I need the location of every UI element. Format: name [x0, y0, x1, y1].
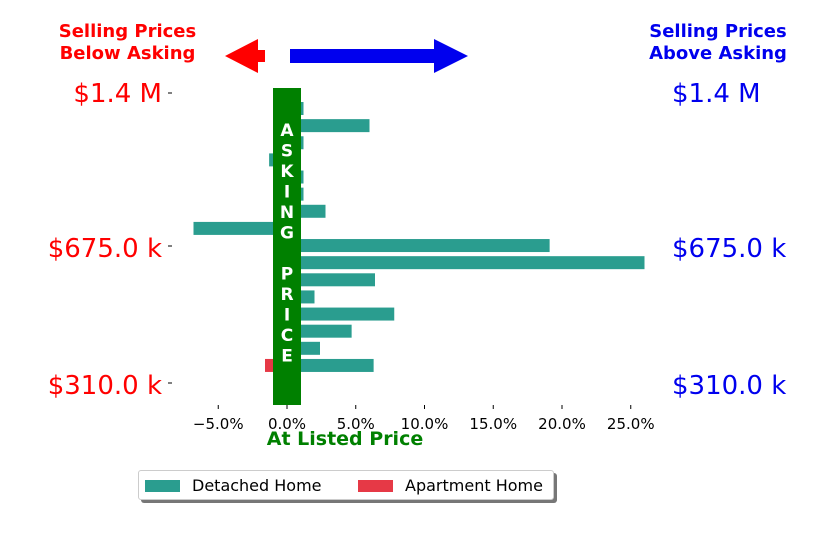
bar-detached-8	[193, 221, 287, 235]
x-tick-label-4: 10.0%	[401, 415, 449, 433]
band-letter-10: I	[284, 306, 290, 326]
band-letter-4: I	[284, 183, 290, 203]
bar-detached-14	[287, 324, 352, 338]
bar-detached-11	[287, 273, 375, 287]
x-tick-label-2: 0.0%	[268, 415, 306, 433]
below-asking-heading: Selling Prices Below Asking	[40, 21, 215, 65]
y-axis-ticks	[168, 92, 172, 384]
bar-detached-13	[287, 307, 395, 321]
legend-swatch-apartment	[358, 480, 393, 492]
asking-price-band	[273, 88, 301, 405]
y-tick-left-3: $310.0 k	[48, 371, 162, 401]
bar-detached-10	[287, 256, 645, 270]
x-tick-label-5: 15.0%	[469, 415, 517, 433]
legend-label-apartment: Apartment Home	[405, 476, 543, 495]
bar-detached-9	[287, 239, 550, 253]
band-letter-9: R	[280, 285, 293, 305]
band-letter-5: N	[280, 203, 294, 223]
x-tick-label-7: 25.0%	[607, 415, 655, 433]
x-axis-ticks: −5.0% 0.0% 5.0% 10.0% 15.0% 20.0% 25.0%	[193, 405, 655, 433]
right-arrow-icon	[290, 39, 468, 73]
band-letter-1: A	[280, 121, 294, 141]
band-letter-6: G	[280, 224, 294, 244]
band-letter-11: C	[281, 326, 293, 346]
band-letter-12: E	[281, 347, 293, 367]
band-letter-3: K	[280, 162, 294, 182]
y-tick-right-2: $675.0 k	[672, 234, 786, 264]
y-tick-left-2: $675.0 k	[48, 234, 162, 264]
below-asking-line1: Selling Prices	[58, 21, 197, 42]
left-arrow-icon	[225, 39, 265, 73]
x-tick-label-6: 20.0%	[538, 415, 586, 433]
above-asking-line2: Above Asking	[649, 43, 787, 64]
y-tick-right-1: $1.4 M	[672, 79, 761, 109]
below-asking-line2: Below Asking	[59, 43, 196, 64]
bar-detached-2	[287, 119, 370, 133]
above-asking-line1: Selling Prices	[649, 21, 787, 42]
bar-detached-16	[287, 358, 374, 372]
x-tick-label-1: −5.0%	[193, 415, 244, 433]
legend-label-detached: Detached Home	[192, 476, 322, 495]
above-asking-heading: Selling Prices Above Asking	[628, 21, 808, 65]
legend: Detached Home Apartment Home	[138, 470, 554, 500]
bar-group	[193, 102, 645, 372]
band-letter-2: S	[281, 142, 293, 162]
legend-swatch-detached	[145, 480, 180, 492]
x-tick-label-3: 5.0%	[337, 415, 375, 433]
band-letter-8: P	[281, 265, 293, 285]
y-tick-right-3: $310.0 k	[672, 371, 786, 401]
y-tick-left-1: $1.4 M	[73, 79, 162, 109]
x-axis-label: At Listed Price	[267, 428, 423, 450]
